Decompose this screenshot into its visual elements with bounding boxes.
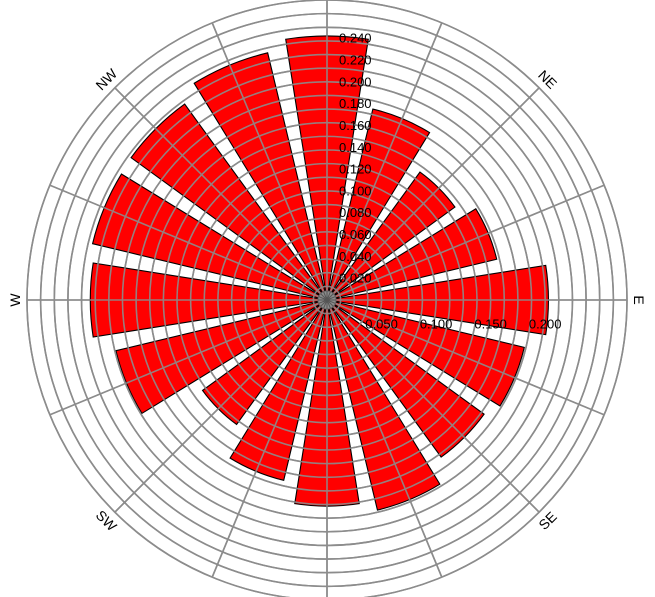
hub-spoke	[318, 299, 328, 304]
hub-spoke	[326, 299, 334, 307]
grid-spoke-overlay	[326, 299, 540, 513]
radial-tick-north: 0.240	[339, 31, 372, 46]
grid-spoke-overlay	[326, 299, 605, 416]
grid-spoke-overlay	[326, 22, 443, 301]
hub-spoke	[326, 296, 336, 301]
radial-tick-north: 0.080	[339, 205, 372, 220]
radial-tick-east: 0.100	[420, 317, 453, 332]
radial-tick-north: 0.040	[339, 249, 372, 264]
radial-tick-north: 0.100	[339, 183, 372, 198]
center-hub	[317, 290, 337, 310]
radial-tick-east: 0.200	[529, 317, 562, 332]
hub-spoke	[323, 299, 328, 309]
hub-spoke	[320, 293, 328, 301]
radial-tick-east: 0.050	[365, 317, 398, 332]
hub-spoke	[326, 291, 331, 301]
radial-tick-north: 0.020	[339, 271, 372, 286]
grid-spoke-overlay	[211, 22, 328, 301]
grid-overlay	[26, 0, 628, 597]
hub-spoke	[323, 291, 328, 301]
radial-tick-north: 0.220	[339, 53, 372, 68]
grid-spoke-overlay	[326, 299, 443, 578]
hub-spoke	[326, 293, 334, 301]
direction-label-e: E	[631, 295, 647, 304]
radial-tick-north: 0.120	[339, 162, 372, 177]
grid-spoke-overlay	[49, 299, 328, 416]
hub-spoke	[326, 299, 336, 304]
radial-tick-north: 0.060	[339, 227, 372, 242]
radial-tick-east: 0.150	[474, 317, 507, 332]
radial-tick-north: 0.200	[339, 74, 372, 89]
grid-spoke-overlay	[326, 87, 540, 301]
radial-tick-north: 0.180	[339, 96, 372, 111]
wind-sectors	[26, 0, 628, 597]
hub-spoke	[326, 299, 331, 309]
hub-spoke	[318, 296, 328, 301]
direction-label-w: W	[7, 293, 23, 307]
grid-spoke-overlay	[114, 299, 328, 513]
grid-spoke-overlay	[114, 87, 328, 301]
axis-labels: NNEESESSWWNW0.0200.0400.0600.0800.1000.1…	[7, 31, 647, 535]
radial-tick-north: 0.160	[339, 118, 372, 133]
grid-spoke-overlay	[326, 184, 605, 301]
grid-spoke-overlay	[211, 299, 328, 578]
radial-tick-north: 0.140	[339, 140, 372, 155]
hub-spoke	[320, 299, 328, 307]
grid-spoke-overlay	[49, 184, 328, 301]
